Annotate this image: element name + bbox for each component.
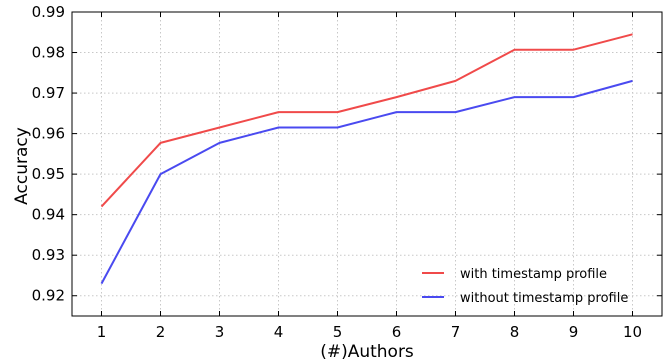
y-tick-label: 0.92 xyxy=(32,287,65,305)
x-tick-label: 6 xyxy=(392,323,402,341)
x-axis-label: (#)Authors xyxy=(320,342,414,362)
y-tick-label: 0.93 xyxy=(32,246,65,264)
series-line-2 xyxy=(100,79,633,285)
y-tick-label: 0.94 xyxy=(32,206,65,224)
legend-label-2: without timestamp profile xyxy=(460,291,628,306)
legend: with timestamp profile without timestamp … xyxy=(422,267,628,306)
x-tick-label: 8 xyxy=(510,323,520,341)
y-tick-label: 0.95 xyxy=(32,165,65,183)
x-tick-label: 10 xyxy=(623,323,642,341)
y-tick-label: 0.97 xyxy=(32,84,65,102)
axes xyxy=(71,11,663,317)
y-axis-label: Accuracy xyxy=(12,127,32,205)
y-tick-label: 0.98 xyxy=(32,44,65,62)
series-line-1 xyxy=(100,33,633,208)
x-tick-label: 3 xyxy=(215,323,225,341)
grid-lines xyxy=(72,11,662,316)
x-tick-label: 2 xyxy=(156,323,166,341)
x-tick-label: 7 xyxy=(451,323,461,341)
y-tick-label: 0.99 xyxy=(32,3,65,21)
x-tick-label: 1 xyxy=(97,323,107,341)
legend-label-1: with timestamp profile xyxy=(460,267,607,282)
x-tick-label: 9 xyxy=(569,323,579,341)
x-tick-label: 5 xyxy=(333,323,343,341)
y-tick-label: 0.96 xyxy=(32,125,65,143)
plot-frame xyxy=(71,11,663,317)
x-tick-label: 4 xyxy=(274,323,284,341)
tick-labels: 0.92 0.93 0.94 0.95 0.96 0.97 0.98 0.99 1 2 3 4 5 6 7 8… xyxy=(32,3,642,341)
series-lines xyxy=(100,33,633,285)
